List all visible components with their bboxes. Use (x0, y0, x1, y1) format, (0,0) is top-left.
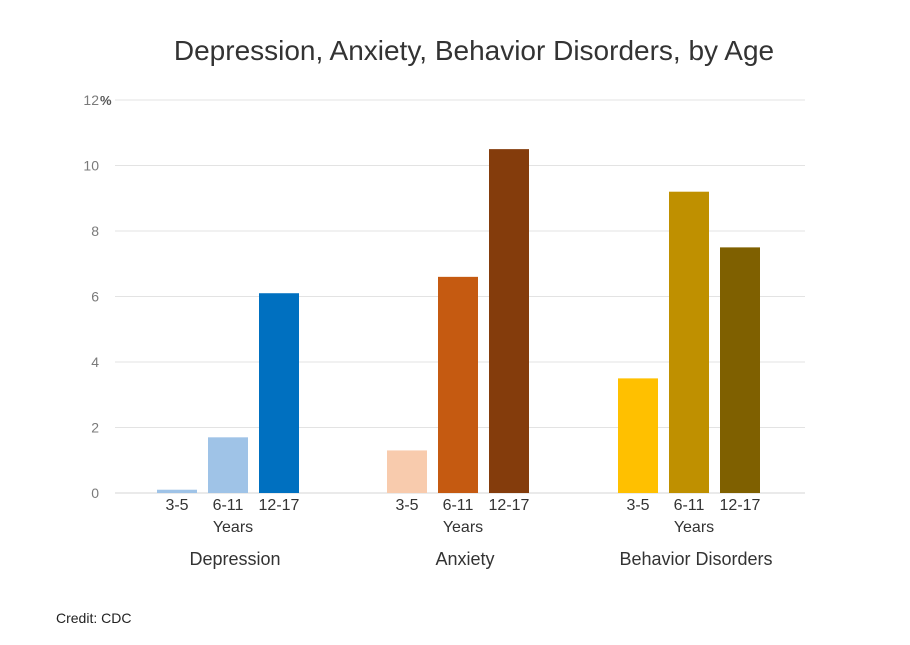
x-sublabel-years: Years (213, 519, 253, 536)
bar-anxiety-6-11 (438, 276, 478, 493)
y-tick-label: 12 (83, 92, 99, 108)
x-tick-label: 12-17 (259, 497, 300, 514)
bar-behavior-disorders-12-17 (720, 247, 760, 493)
group-labels: Depression Anxiety Behavior Disorders (189, 549, 772, 569)
x-tick-label: 6-11 (443, 497, 474, 514)
bars (157, 149, 760, 493)
y-tick-label: 0 (91, 485, 99, 501)
x-tick-label: 6-11 (213, 497, 244, 514)
y-tick-label: 8 (91, 223, 99, 239)
group-label: Anxiety (435, 549, 494, 569)
x-sublabel-years: Years (443, 519, 483, 536)
bar-behavior-disorders-3-5 (618, 378, 658, 493)
bar-depression-3-5 (157, 489, 197, 493)
bar-anxiety-3-5 (387, 450, 427, 493)
y-tick-label: 10 (83, 158, 99, 174)
group-label: Behavior Disorders (619, 549, 772, 569)
chart-title: Depression, Anxiety, Behavior Disorders,… (174, 35, 774, 66)
x-axis-ticks: 3-5 6-11 12-17 Years 3-5 6-11 12-17 Years 3-5 6-1… (165, 497, 760, 536)
y-axis-ticks: 0 2 4 6 8 10 12% (83, 92, 112, 501)
y-unit-label: % (100, 93, 112, 108)
bar-anxiety-12-17 (489, 149, 529, 493)
x-tick-label: 3-5 (395, 497, 418, 514)
bar-behavior-disorders-6-11 (669, 191, 709, 493)
y-tick-label: 4 (91, 354, 99, 370)
credit-text: Credit: CDC (56, 610, 132, 626)
group-label: Depression (189, 549, 280, 569)
y-tick-label: 2 (91, 420, 99, 436)
bar-depression-6-11 (208, 437, 248, 493)
x-tick-label: 12-17 (489, 497, 530, 514)
x-tick-label: 3-5 (165, 497, 188, 514)
x-tick-label: 12-17 (720, 497, 761, 514)
x-tick-label: 6-11 (674, 497, 705, 514)
bar-depression-12-17 (259, 293, 299, 493)
y-tick-label: 6 (91, 289, 99, 305)
x-tick-label: 3-5 (626, 497, 649, 514)
x-sublabel-years: Years (674, 519, 714, 536)
